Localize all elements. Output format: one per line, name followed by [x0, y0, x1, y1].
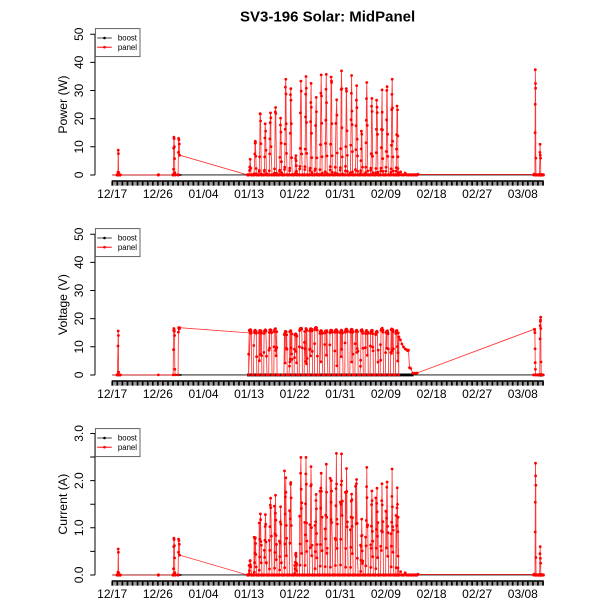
- svg-text:20: 20: [72, 312, 86, 326]
- svg-text:Voltage (V): Voltage (V): [56, 274, 70, 335]
- svg-text:2.0: 2.0: [72, 472, 86, 489]
- svg-text:10: 10: [72, 340, 86, 354]
- svg-text:panel: panel: [118, 43, 137, 52]
- svg-text:02/27: 02/27: [462, 187, 492, 201]
- svg-text:30: 30: [72, 84, 86, 98]
- svg-text:12/26: 12/26: [143, 587, 173, 600]
- svg-text:01/31: 01/31: [325, 387, 355, 401]
- svg-text:02/18: 02/18: [417, 187, 447, 201]
- svg-text:3.0: 3.0: [72, 425, 86, 442]
- svg-text:boost: boost: [118, 434, 138, 443]
- svg-text:panel: panel: [118, 443, 137, 452]
- svg-text:02/09: 02/09: [371, 187, 401, 201]
- svg-text:01/04: 01/04: [188, 587, 218, 600]
- svg-text:02/09: 02/09: [371, 587, 401, 600]
- svg-text:12/17: 12/17: [97, 587, 127, 600]
- svg-text:20: 20: [72, 112, 86, 126]
- svg-text:02/27: 02/27: [462, 587, 492, 600]
- svg-text:01/13: 01/13: [234, 587, 264, 600]
- svg-text:12/26: 12/26: [143, 387, 173, 401]
- svg-text:02/18: 02/18: [417, 587, 447, 600]
- svg-text:panel: panel: [118, 243, 137, 252]
- svg-text:01/31: 01/31: [325, 187, 355, 201]
- svg-text:boost: boost: [118, 34, 138, 43]
- svg-text:40: 40: [72, 255, 86, 269]
- svg-text:Power (W): Power (W): [56, 76, 70, 134]
- svg-text:1.0: 1.0: [72, 519, 86, 536]
- svg-text:12/17: 12/17: [97, 187, 127, 201]
- svg-text:03/08: 03/08: [508, 387, 538, 401]
- svg-text:40: 40: [72, 55, 86, 69]
- svg-text:SV3-196 Solar: MidPanel: SV3-196 Solar: MidPanel: [240, 8, 415, 25]
- svg-text:01/13: 01/13: [234, 187, 264, 201]
- svg-text:02/18: 02/18: [417, 387, 447, 401]
- svg-text:03/08: 03/08: [508, 587, 538, 600]
- svg-text:30: 30: [72, 284, 86, 298]
- svg-text:01/13: 01/13: [234, 387, 264, 401]
- svg-text:01/22: 01/22: [280, 187, 310, 201]
- svg-text:12/26: 12/26: [143, 187, 173, 201]
- svg-text:0: 0: [72, 371, 86, 378]
- svg-text:01/22: 01/22: [280, 587, 310, 600]
- svg-text:01/22: 01/22: [280, 387, 310, 401]
- svg-text:02/27: 02/27: [462, 387, 492, 401]
- svg-text:01/04: 01/04: [188, 187, 218, 201]
- svg-text:50: 50: [72, 27, 86, 41]
- svg-text:0: 0: [72, 171, 86, 178]
- svg-text:Current (A): Current (A): [56, 474, 70, 535]
- svg-text:12/17: 12/17: [97, 387, 127, 401]
- svg-text:03/08: 03/08: [508, 187, 538, 201]
- svg-text:01/04: 01/04: [188, 387, 218, 401]
- svg-text:10: 10: [72, 140, 86, 154]
- svg-text:50: 50: [72, 227, 86, 241]
- svg-text:boost: boost: [118, 234, 138, 243]
- svg-text:0.0: 0.0: [72, 566, 86, 583]
- svg-text:02/09: 02/09: [371, 387, 401, 401]
- svg-text:01/31: 01/31: [325, 587, 355, 600]
